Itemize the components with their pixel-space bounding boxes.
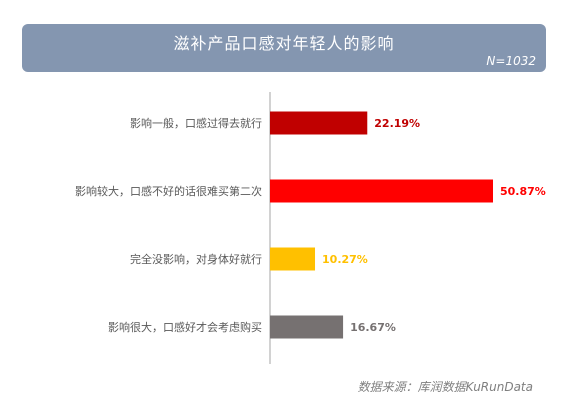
value-label: 10.27% bbox=[322, 253, 368, 266]
bar bbox=[270, 247, 316, 271]
category-label: 影响较大，口感不好的话很难买第二次 bbox=[75, 184, 262, 198]
category-label: 完全没影响，对身体好就行 bbox=[130, 252, 262, 266]
title-banner: 滋补产品口感对年轻人的影响 N=1032 bbox=[22, 24, 546, 72]
bars-group: 影响一般，口感过得去就行 22.19% 影响较大，口感不好的话很难买第二次 50.87… bbox=[75, 111, 546, 339]
sample-size-label: N=1032 bbox=[486, 54, 536, 68]
data-source: 数据来源：库润数据KuRunData bbox=[357, 380, 533, 394]
bar bbox=[270, 111, 368, 135]
chart-title: 滋补产品口感对年轻人的影响 bbox=[173, 34, 395, 53]
value-label: 16.67% bbox=[350, 321, 396, 334]
bar bbox=[270, 179, 493, 203]
bar bbox=[270, 315, 344, 339]
value-label: 50.87% bbox=[500, 185, 546, 198]
category-label: 影响一般，口感过得去就行 bbox=[130, 116, 262, 130]
category-label: 影响很大，口感好才会考虑购买 bbox=[108, 320, 262, 334]
value-label: 22.19% bbox=[374, 117, 420, 130]
